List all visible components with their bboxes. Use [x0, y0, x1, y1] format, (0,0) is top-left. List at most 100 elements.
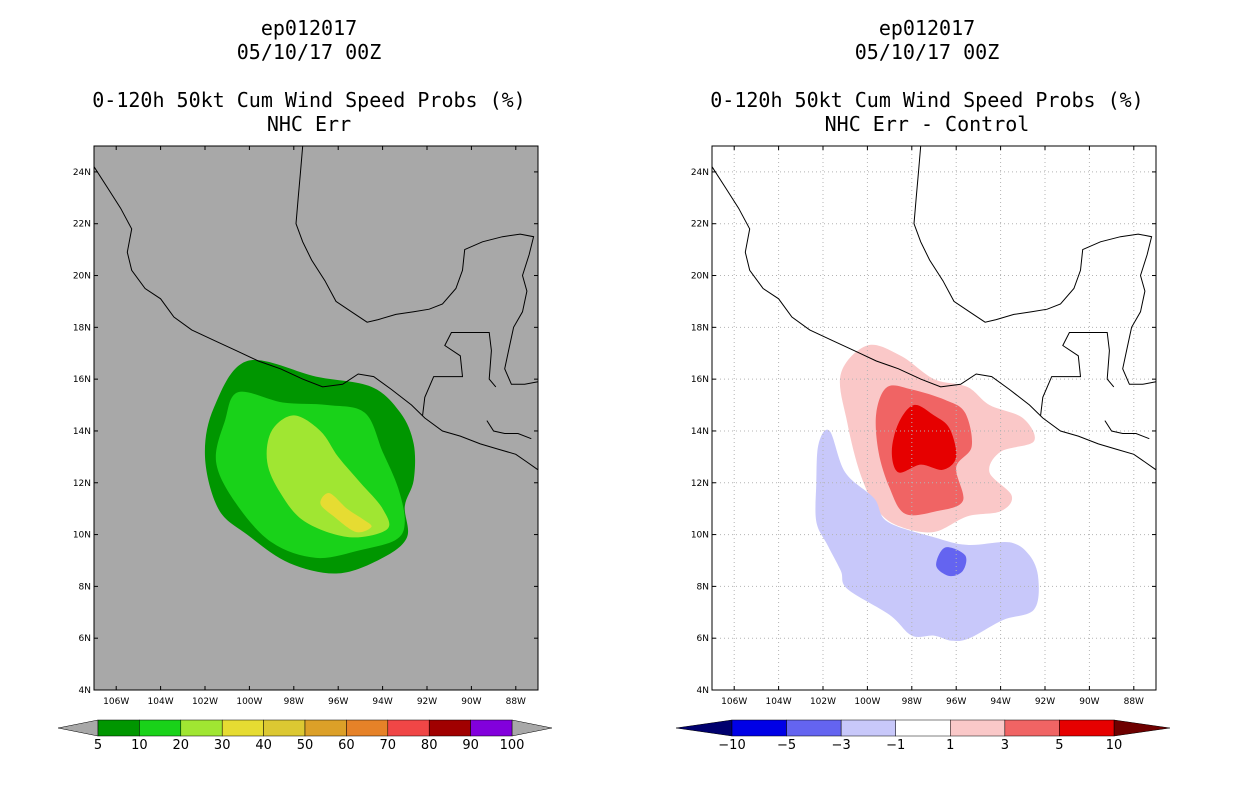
right-xtick-label-4: 98W — [902, 697, 922, 707]
right-xtick-label-0: 106W — [721, 697, 747, 707]
right-xtick-label-2: 102W — [810, 697, 836, 707]
right-colorbar-high-triangle — [1113, 719, 1171, 737]
left-xtick-label-3: 100W — [236, 697, 262, 707]
left-colorbar-label-1: 10 — [131, 738, 148, 753]
left-colorbar-label-6: 60 — [338, 738, 355, 753]
left-colorbar-box-0 — [97, 719, 140, 737]
right-colorbar-box-4 — [950, 719, 1006, 737]
left-colorbar-box-2 — [180, 719, 223, 737]
left-border-central — [486, 420, 532, 440]
left-storm-id: ep012017 — [260, 16, 358, 40]
right-xtick-label-9: 88W — [1124, 697, 1144, 707]
right-ytick-label-8: 20N — [691, 272, 709, 282]
left-xtick-label-2: 102W — [192, 697, 218, 707]
left-colorbar-label-3: 30 — [214, 738, 231, 753]
left-colorbar-box-4 — [263, 719, 306, 737]
left-date: 05/10/17 00Z — [236, 40, 382, 64]
right-ytick-label-7: 18N — [691, 323, 709, 333]
right-colorbar-label-1: −5 — [777, 738, 796, 753]
right-subtitle: NHC Err - Control — [824, 112, 1030, 136]
left-ytick-label-9: 22N — [73, 220, 91, 230]
right-border-guatemala — [1040, 332, 1115, 416]
right-coastline-gulf — [913, 145, 1157, 385]
right-border-central — [1104, 420, 1150, 440]
left-colorbar-label-2: 20 — [173, 738, 190, 753]
left-map-svg: 106W 104W 102W 100W 98W 96W 94W 92W 90W 88W 4N 6N 8N… — [57, 145, 553, 753]
left-product-title: 0-120h 50kt Cum Wind Speed Probs (%) — [92, 88, 526, 112]
right-colorbar-label-6: 5 — [1055, 738, 1063, 753]
right-colorbar-label-0: −10 — [718, 738, 745, 753]
left-plot-frame — [93, 145, 539, 691]
right-ytick-label-0: 4N — [697, 686, 709, 696]
left-ytick-label-1: 6N — [79, 634, 91, 644]
left-ytick-label-3: 10N — [73, 531, 91, 541]
left-ytick-label-2: 8N — [79, 582, 91, 592]
left-colorbar-label-4: 40 — [255, 738, 272, 753]
right-chart-panel: ep012017 05/10/17 00Z 0-120h 50kt Cum Wi… — [618, 0, 1236, 800]
right-ytick-label-6: 16N — [691, 375, 709, 385]
right-xtick-label-5: 96W — [946, 697, 966, 707]
left-colorbar-box-7 — [387, 719, 430, 737]
right-storm-id: ep012017 — [878, 16, 976, 40]
left-colorbar-high-triangle — [511, 719, 553, 737]
right-xtick-label-8: 90W — [1079, 697, 1099, 707]
left-coastline-gulf — [295, 145, 539, 385]
left-xtick-label-5: 96W — [328, 697, 348, 707]
right-ytick-label-10: 24N — [691, 168, 709, 178]
left-colorbar-box-5 — [304, 719, 347, 737]
left-colorbar-label-7: 70 — [380, 738, 397, 753]
left-colorbar-box-3 — [221, 719, 264, 737]
left-ytick-label-5: 14N — [73, 427, 91, 437]
left-xtick-label-8: 90W — [461, 697, 481, 707]
right-colorbar-low-triangle — [675, 719, 733, 737]
right-xtick-label-3: 100W — [854, 697, 880, 707]
left-colorbar-label-5: 50 — [297, 738, 314, 753]
right-colorbar-label-5: 3 — [1001, 738, 1009, 753]
right-colorbar-box-5 — [1004, 719, 1060, 737]
left-coastline-pacific — [93, 166, 539, 471]
left-colorbar-box-1 — [139, 719, 182, 737]
left-ytick-label-7: 18N — [73, 323, 91, 333]
right-product-title: 0-120h 50kt Cum Wind Speed Probs (%) — [710, 88, 1144, 112]
left-colorbar-low-triangle — [57, 719, 99, 737]
left-ytick-label-4: 12N — [73, 479, 91, 489]
left-colorbar-box-9 — [470, 719, 513, 737]
right-ytick-label-3: 10N — [691, 531, 709, 541]
left-xtick-label-1: 104W — [148, 697, 174, 707]
right-contour-neg1 — [815, 429, 1039, 642]
right-map-svg: 106W 104W 102W 100W 98W 96W 94W 92W 90W 88W 4N 6N 8N… — [675, 145, 1171, 753]
right-ytick-label-9: 22N — [691, 220, 709, 230]
right-colorbar-label-3: −1 — [886, 738, 905, 753]
left-contour-20 — [266, 415, 390, 538]
left-xtick-label-4: 98W — [284, 697, 304, 707]
right-chart-titles: ep012017 05/10/17 00Z 0-120h 50kt Cum Wi… — [618, 16, 1236, 136]
left-chart-titles: ep012017 05/10/17 00Z 0-120h 50kt Cum Wi… — [0, 16, 618, 136]
left-xtick-label-0: 106W — [103, 697, 129, 707]
right-colorbar-label-7: 10 — [1106, 738, 1123, 753]
right-colorbar-label-4: 1 — [946, 738, 954, 753]
left-ytick-label-8: 20N — [73, 272, 91, 282]
right-date: 05/10/17 00Z — [854, 40, 1000, 64]
left-border-guatemala — [422, 332, 497, 416]
left-subtitle: NHC Err — [266, 112, 352, 136]
right-xtick-label-6: 94W — [990, 697, 1010, 707]
right-xtick-label-7: 92W — [1035, 697, 1055, 707]
right-coastline-pacific — [711, 166, 1157, 471]
right-ytick-label-2: 8N — [697, 582, 709, 592]
right-colorbar-box-3 — [895, 719, 951, 737]
left-xtick-label-6: 94W — [372, 697, 392, 707]
left-colorbar-box-8 — [428, 719, 471, 737]
left-chart-panel: ep012017 05/10/17 00Z 0-120h 50kt Cum Wi… — [0, 16, 618, 753]
right-colorbar-box-0 — [731, 719, 787, 737]
right-colorbar-box-1 — [786, 719, 842, 737]
left-colorbar-label-10: 100 — [500, 738, 525, 753]
right-xtick-label-1: 104W — [766, 697, 792, 707]
left-colorbar-label-9: 90 — [462, 738, 479, 753]
left-colorbar-label-8: 80 — [421, 738, 438, 753]
right-colorbar-box-6 — [1059, 719, 1115, 737]
left-colorbar-box-6 — [346, 719, 389, 737]
left-xtick-label-9: 88W — [506, 697, 526, 707]
right-ytick-label-5: 14N — [691, 427, 709, 437]
right-plot-frame — [711, 145, 1157, 691]
left-ytick-label-0: 4N — [79, 686, 91, 696]
